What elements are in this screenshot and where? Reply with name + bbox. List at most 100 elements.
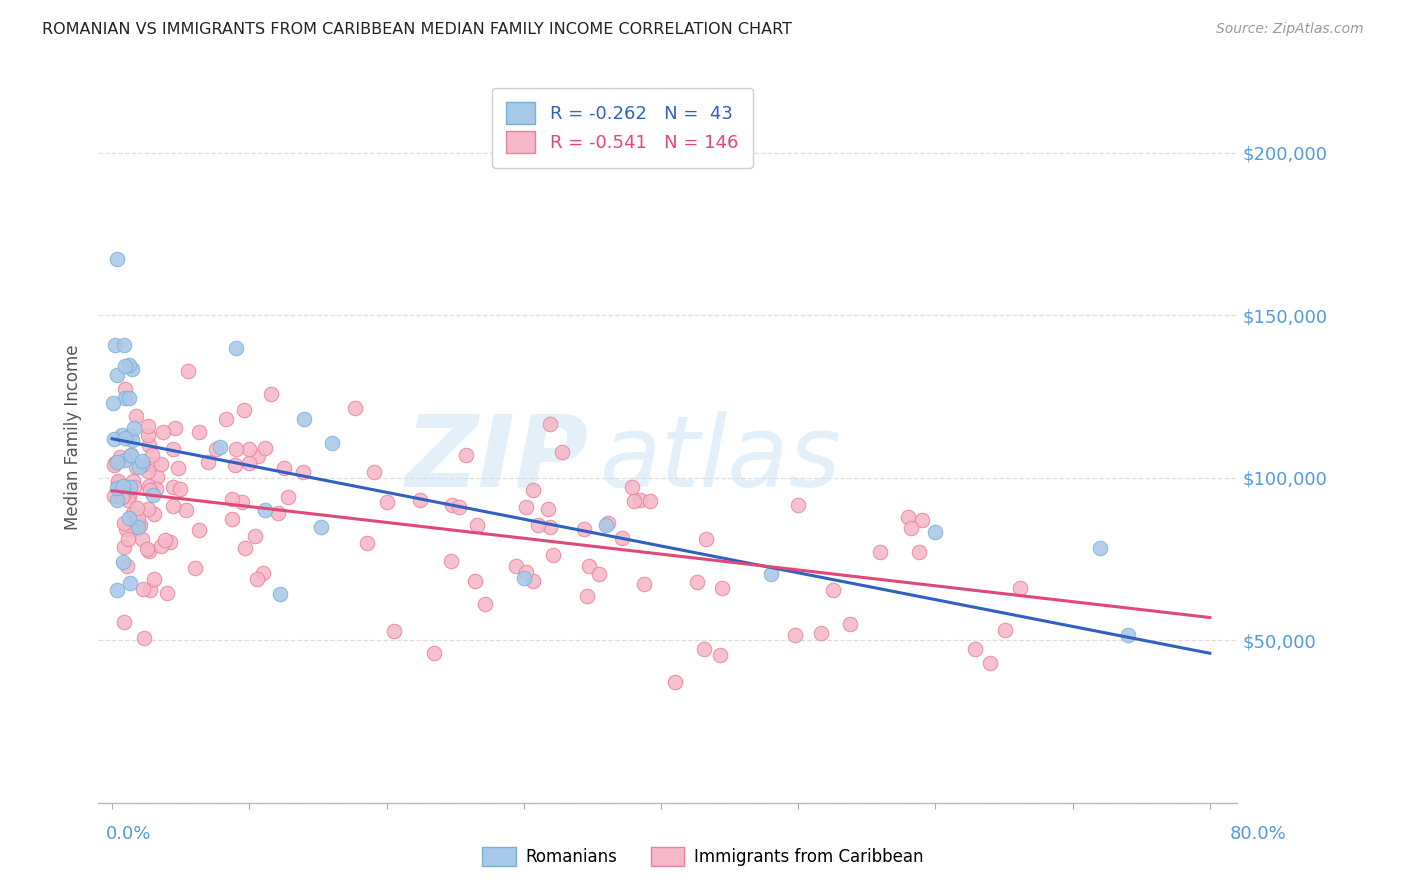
Point bbox=[121, 362, 143, 376]
Point bbox=[994, 623, 1017, 637]
Point bbox=[120, 448, 142, 462]
Point bbox=[162, 480, 184, 494]
Point bbox=[221, 491, 243, 506]
Point bbox=[105, 481, 128, 495]
Point bbox=[112, 615, 135, 630]
Point bbox=[595, 517, 617, 532]
Point bbox=[911, 513, 934, 527]
Point bbox=[138, 437, 160, 451]
Point bbox=[114, 391, 136, 405]
Point bbox=[787, 498, 810, 512]
Point bbox=[107, 476, 129, 491]
Point bbox=[356, 536, 378, 550]
Point bbox=[538, 417, 561, 431]
Point bbox=[515, 500, 537, 514]
Point bbox=[238, 456, 260, 470]
Text: 80.0%: 80.0% bbox=[1230, 825, 1286, 843]
Point bbox=[131, 533, 153, 547]
Point bbox=[118, 428, 141, 442]
Point bbox=[924, 525, 946, 540]
Point bbox=[152, 425, 174, 439]
Point bbox=[551, 445, 574, 459]
Point bbox=[117, 391, 139, 405]
Point bbox=[124, 409, 146, 424]
Point bbox=[633, 577, 655, 591]
Point bbox=[176, 503, 198, 517]
Point bbox=[103, 458, 125, 472]
Point bbox=[122, 506, 145, 520]
Point bbox=[165, 421, 187, 435]
Point bbox=[127, 511, 149, 525]
Point bbox=[464, 574, 486, 589]
Point bbox=[124, 509, 146, 524]
Point bbox=[156, 586, 179, 600]
Point bbox=[695, 532, 717, 546]
Point bbox=[188, 523, 211, 537]
Point bbox=[246, 572, 269, 586]
Point bbox=[522, 483, 544, 497]
Text: Source: ZipAtlas.com: Source: ZipAtlas.com bbox=[1216, 22, 1364, 37]
Point bbox=[118, 359, 141, 373]
Point bbox=[117, 493, 139, 508]
Point bbox=[114, 452, 136, 467]
Point bbox=[231, 495, 253, 509]
Point bbox=[132, 582, 155, 597]
Point bbox=[146, 469, 169, 483]
Point bbox=[474, 597, 496, 611]
Text: 0.0%: 0.0% bbox=[105, 825, 150, 843]
Point bbox=[541, 548, 564, 562]
Point bbox=[108, 450, 131, 465]
Point bbox=[136, 542, 159, 557]
Point bbox=[759, 566, 782, 581]
Point bbox=[515, 566, 537, 580]
Point bbox=[269, 587, 291, 601]
Point bbox=[537, 501, 560, 516]
Point bbox=[114, 431, 136, 445]
Point bbox=[138, 583, 160, 598]
Point bbox=[117, 533, 139, 547]
Point bbox=[979, 656, 1001, 670]
Point bbox=[224, 458, 246, 472]
Point bbox=[108, 477, 131, 491]
Point bbox=[132, 631, 155, 645]
Text: atlas: atlas bbox=[599, 410, 841, 508]
Point bbox=[1116, 628, 1139, 642]
Point bbox=[103, 432, 125, 446]
Point bbox=[710, 581, 733, 595]
Point bbox=[810, 626, 832, 640]
Point bbox=[141, 448, 163, 462]
Point bbox=[197, 455, 219, 469]
Point bbox=[465, 517, 488, 532]
Point bbox=[118, 489, 141, 503]
Point bbox=[124, 421, 146, 435]
Legend: Romanians, Immigrants from Caribbean: Romanians, Immigrants from Caribbean bbox=[475, 840, 931, 873]
Point bbox=[131, 458, 153, 472]
Point bbox=[440, 498, 463, 512]
Point bbox=[621, 480, 644, 494]
Point bbox=[628, 492, 651, 507]
Point bbox=[141, 457, 163, 471]
Point bbox=[505, 559, 527, 574]
Point bbox=[150, 457, 173, 471]
Point bbox=[162, 442, 184, 456]
Point bbox=[243, 529, 266, 543]
Point bbox=[267, 507, 290, 521]
Point bbox=[344, 401, 367, 415]
Point bbox=[122, 480, 145, 494]
Point bbox=[439, 554, 461, 568]
Point bbox=[136, 418, 159, 433]
Point bbox=[145, 482, 167, 496]
Point bbox=[114, 382, 136, 396]
Point bbox=[538, 519, 561, 533]
Point bbox=[127, 520, 149, 534]
Point bbox=[576, 589, 599, 603]
Point bbox=[105, 368, 128, 382]
Point bbox=[869, 544, 891, 558]
Text: ZIP: ZIP bbox=[405, 410, 588, 508]
Point bbox=[686, 574, 709, 589]
Point bbox=[105, 252, 128, 266]
Point bbox=[221, 512, 243, 526]
Point bbox=[321, 436, 343, 450]
Point bbox=[233, 541, 256, 555]
Point bbox=[104, 338, 127, 352]
